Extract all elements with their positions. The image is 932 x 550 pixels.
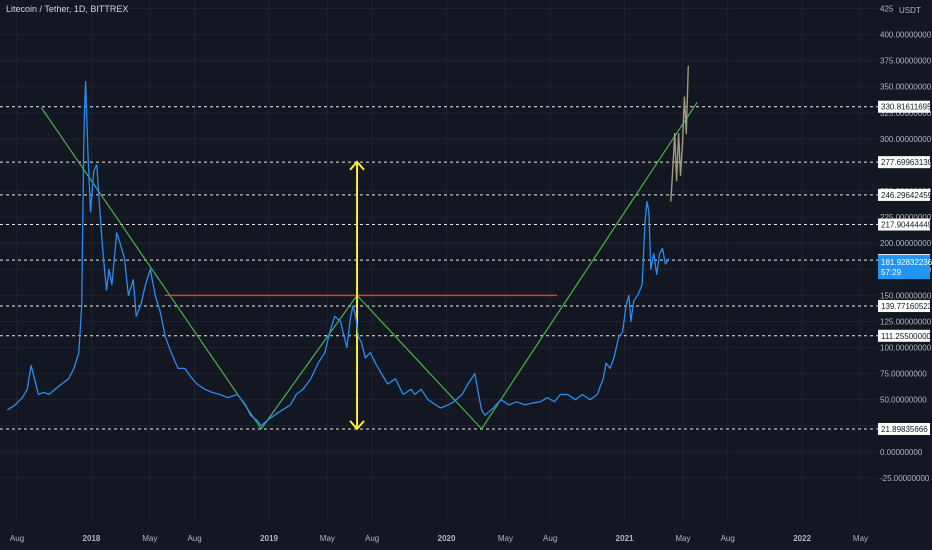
y-tick-label: 75.00000000 [880, 370, 927, 379]
y-tick-label: 200.00000000 [880, 239, 932, 248]
level-label: 277.69963130 [881, 158, 932, 167]
trend-line [356, 294, 483, 430]
x-tick-label: May [320, 534, 335, 543]
level-label: 217.90444449 [881, 221, 932, 230]
grid [0, 0, 878, 522]
level-label: 139.77160523 [881, 302, 932, 311]
y-tick-label: 225.00000000 [880, 213, 932, 222]
y-tick-label: 300.00000000 [880, 135, 932, 144]
symbol-title: Litecoin / Tether, 1D, BITTREX [6, 4, 129, 14]
y-tick-label: 100.00000000 [880, 344, 932, 353]
y-tick-label: 425 [880, 5, 894, 14]
y-tick-label: 125.00000000 [880, 317, 932, 326]
y-tick-label: 325.00000000 [880, 109, 932, 118]
trend-line [40, 107, 262, 430]
current-price-badge [878, 255, 930, 280]
projection-line[interactable] [670, 65, 689, 202]
trend-line [481, 102, 698, 430]
level-label-box [878, 188, 930, 201]
x-tick-label: Aug [187, 534, 201, 543]
level-label: 21.89835666 [881, 425, 928, 434]
x-axis[interactable]: Aug 2018 May Aug 2019 May Aug 2020 May Aug 2021 May… [10, 534, 868, 543]
currency-label: USDT [899, 6, 921, 15]
drawings [40, 102, 698, 431]
series [6, 65, 689, 427]
current-price-label: 181.92832236 [881, 258, 932, 267]
horizontal-levels [0, 106, 878, 430]
x-tick-label: May [142, 534, 157, 543]
level-label-box [878, 422, 930, 435]
measure-arrow-head-down [349, 420, 365, 431]
y-tick-label: 0.00000000 [880, 448, 923, 457]
current-price-countdown: 57:29 [881, 268, 902, 277]
level-label-box [878, 218, 930, 231]
x-tick-label: Aug [721, 534, 735, 543]
level-label: 330.81611695 [881, 103, 932, 112]
x-tick-label: Aug [543, 534, 557, 543]
y-tick-label: -25.00000000 [880, 474, 930, 483]
x-tick-label: 2018 [83, 534, 101, 543]
y-tick-label: 350.00000000 [880, 83, 932, 92]
x-tick-label: Aug [365, 534, 379, 543]
x-tick-label: May [675, 534, 690, 543]
level-label: 246.29642459 [881, 191, 932, 200]
x-tick-label: 2021 [616, 534, 634, 543]
y-tick-label: 150.00000000 [880, 291, 932, 300]
x-tick-label: Aug [10, 534, 24, 543]
level-label: 111.25500000 [881, 332, 932, 341]
x-tick-label: 2022 [793, 534, 811, 543]
level-label-box [878, 100, 930, 113]
y-axis[interactable]: 425 400.00000000 375.00000000 350.00000000 3… [878, 5, 932, 483]
level-label-box [878, 300, 930, 313]
y-tick-label: 50.00000000 [880, 396, 927, 405]
x-tick-label: May [853, 534, 868, 543]
measure-arrow-head-up [349, 160, 365, 171]
trend-line [260, 295, 358, 430]
x-tick-label: 2020 [438, 534, 456, 543]
y-tick-label: 400.00000000 [880, 31, 932, 40]
level-label-box [878, 156, 930, 169]
x-tick-label: 2019 [260, 534, 278, 543]
y-tick-label: 375.00000000 [880, 57, 932, 66]
level-label-box [878, 329, 930, 342]
price-line[interactable] [6, 80, 670, 427]
x-tick-label: May [498, 534, 513, 543]
